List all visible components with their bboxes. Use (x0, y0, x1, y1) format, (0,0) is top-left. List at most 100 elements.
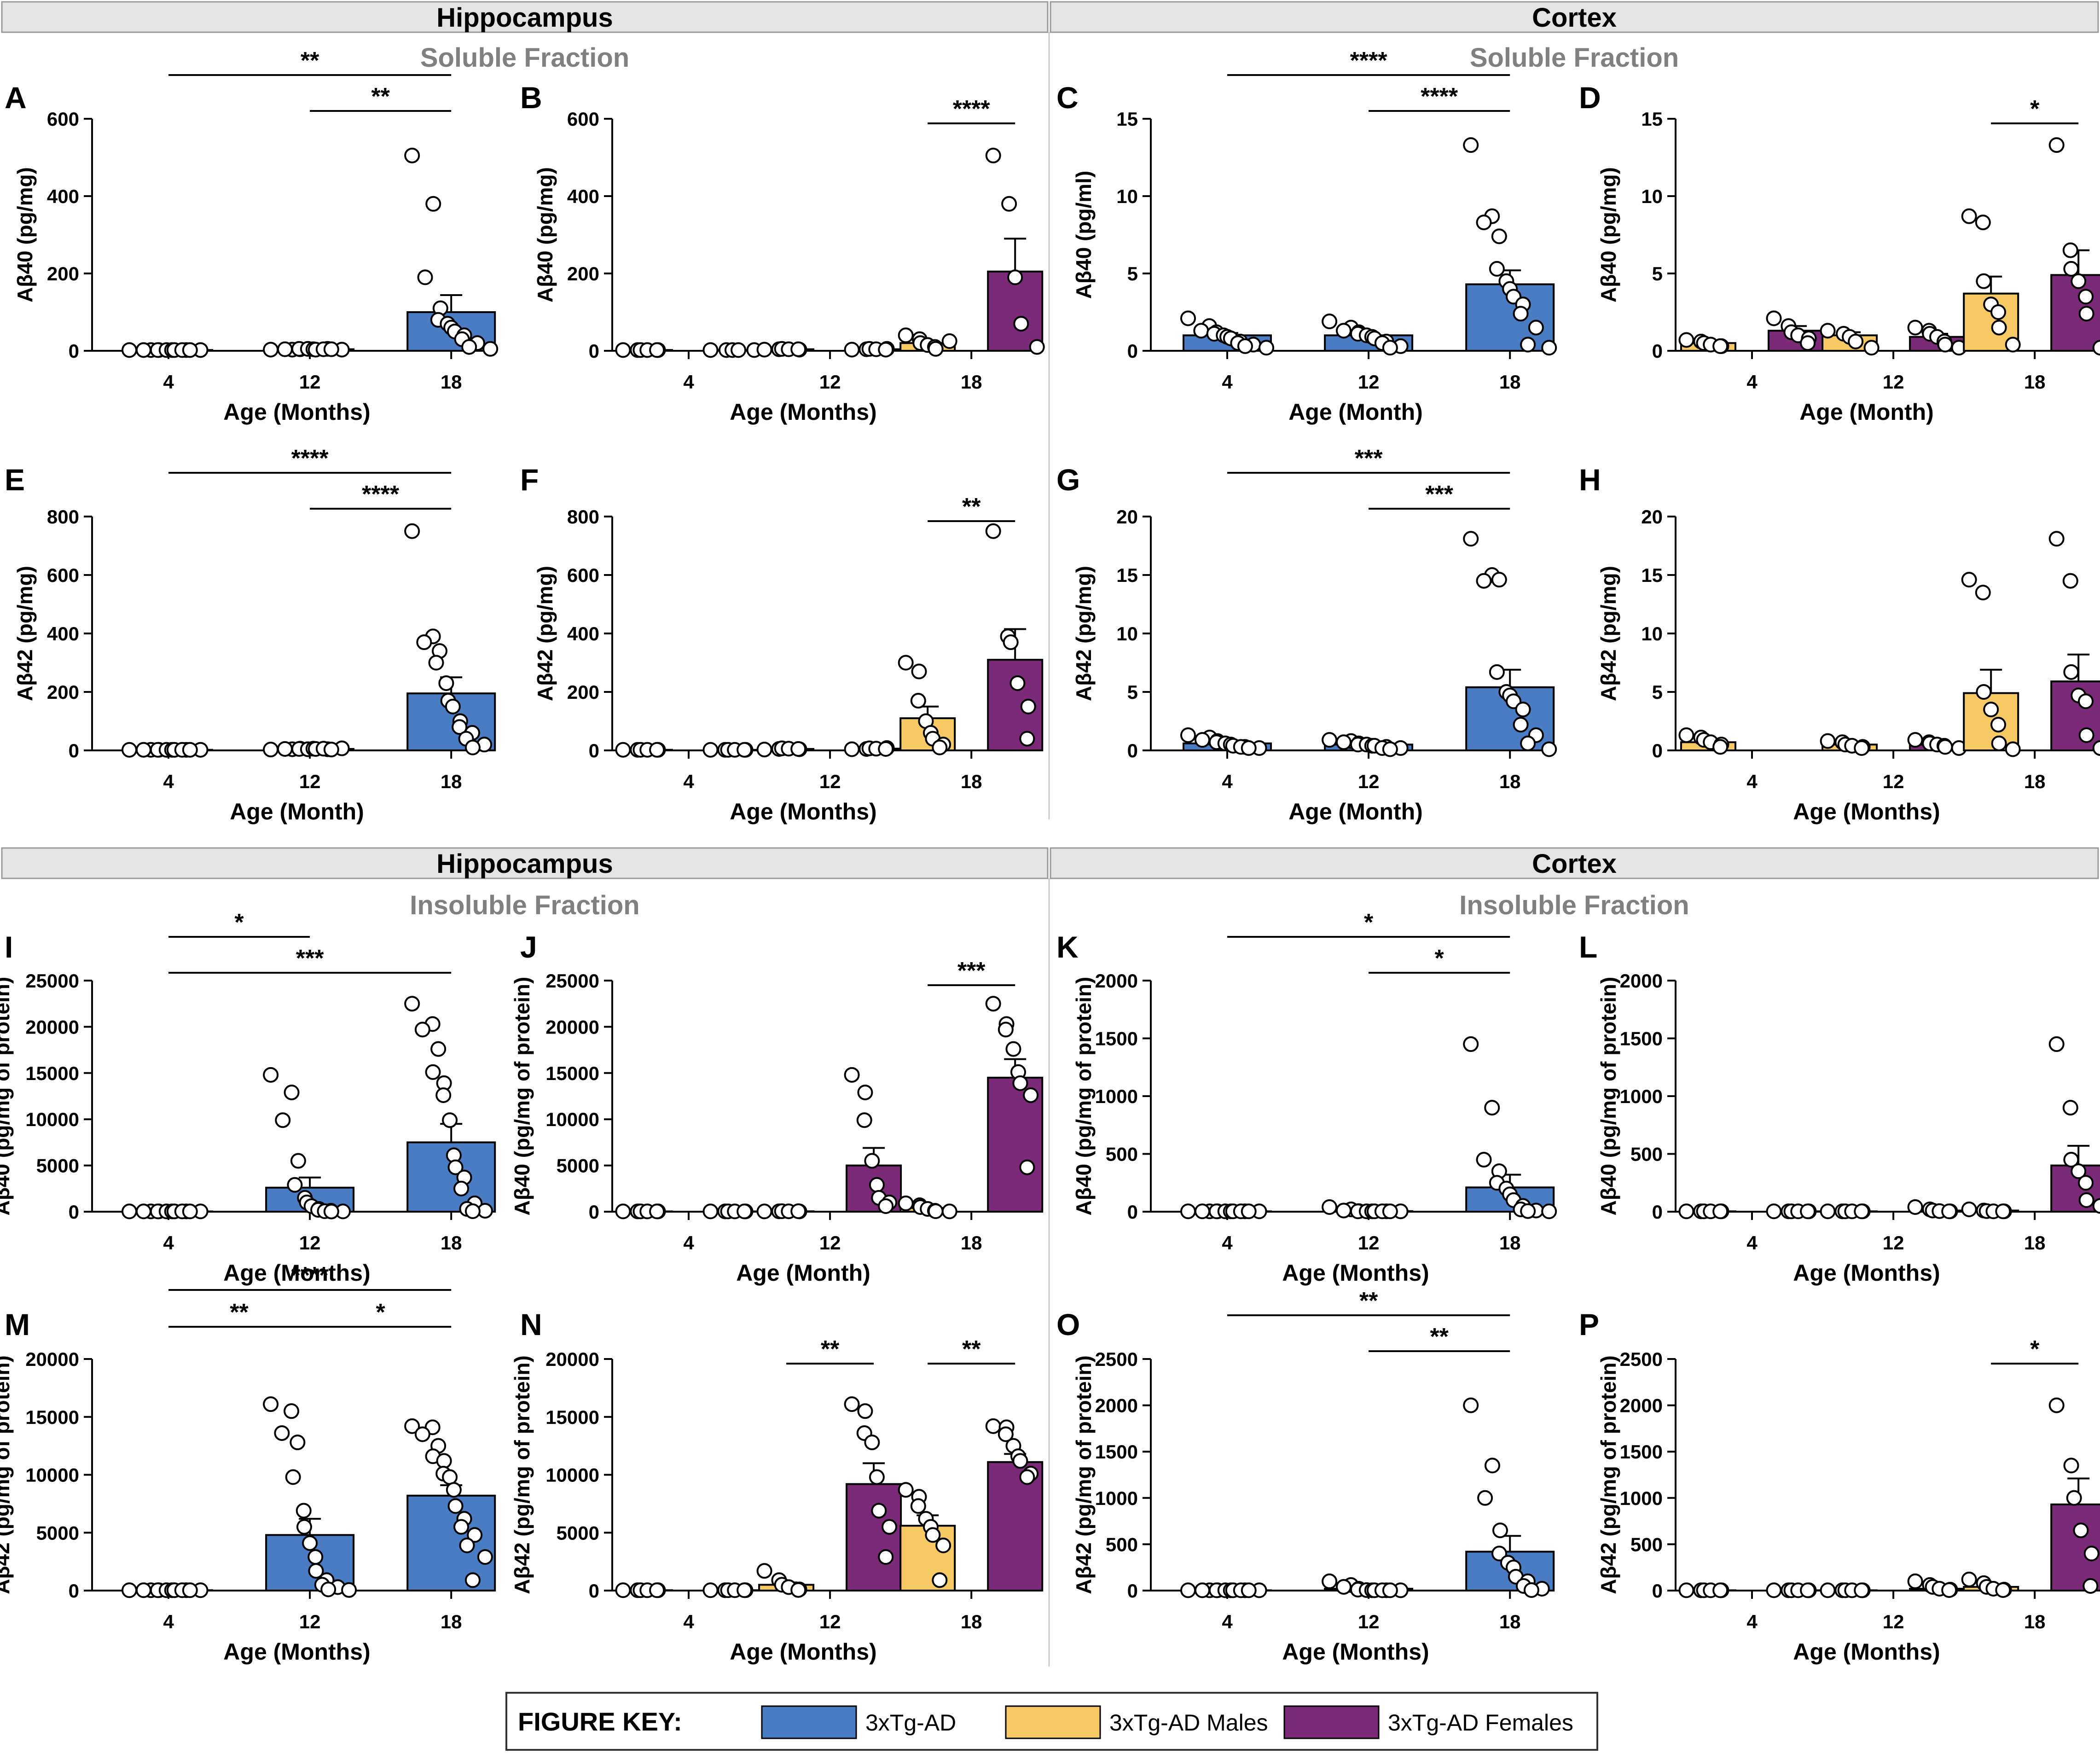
data-point (1863, 340, 1880, 356)
data-point (182, 1203, 198, 1220)
x-axis-label: Age (Months) (1793, 1260, 1940, 1286)
data-point (447, 1159, 464, 1175)
data-point (2092, 1198, 2100, 1214)
data-point (1907, 319, 1923, 336)
data-point (1712, 338, 1729, 354)
y-tick-label: 0 (69, 1201, 79, 1223)
data-point (436, 1453, 452, 1469)
data-point (263, 342, 279, 358)
data-point (1019, 1159, 1035, 1175)
data-point (898, 327, 914, 343)
y-axis-label: Aβ42 (pg/mg) (1072, 566, 1096, 701)
data-point (404, 996, 420, 1012)
data-point (442, 1112, 458, 1128)
data-point (649, 742, 665, 758)
data-point (844, 1396, 860, 1412)
significance-label: **** (1421, 83, 1458, 110)
data-point (2078, 1175, 2094, 1191)
y-tick-label: 20000 (25, 1348, 79, 1370)
data-point (1489, 261, 1505, 277)
data-point (452, 719, 468, 735)
y-tick-label: 15000 (25, 1406, 79, 1428)
data-point (323, 1203, 339, 1220)
data-point (844, 741, 860, 757)
x-axis-label: Age (Months) (1282, 1260, 1429, 1286)
y-tick-label: 5000 (557, 1522, 599, 1544)
x-tick-label: 12 (299, 1611, 321, 1632)
data-point (1678, 1582, 1694, 1598)
data-point (1322, 314, 1338, 330)
data-point (2063, 261, 2079, 277)
data-point (182, 1582, 198, 1598)
data-point (404, 147, 420, 163)
data-point (1322, 732, 1338, 748)
data-point (702, 742, 719, 758)
data-point (2078, 727, 2094, 743)
data-point (1492, 1522, 1508, 1539)
y-tick-label: 15 (1641, 108, 1663, 130)
significance-label: ** (962, 494, 981, 520)
x-tick-label: 18 (2024, 771, 2046, 792)
section-banner-hippocampus-soluble (1, 1, 1049, 33)
x-tick-label: 18 (961, 771, 982, 792)
data-point (453, 1180, 470, 1196)
data-point (1476, 573, 1492, 589)
y-tick-label: 10000 (545, 1109, 599, 1130)
data-point (844, 342, 860, 358)
data-point (941, 333, 957, 349)
data-point (284, 1084, 300, 1100)
x-axis-label: Age (Months) (1793, 1639, 1940, 1665)
data-point (284, 1403, 300, 1419)
y-axis-label: Aβ40 (pg/ml) (1072, 171, 1096, 299)
data-point (737, 1582, 753, 1598)
data-point (1961, 208, 1977, 224)
section-title-cortex-insoluble: Cortex (1532, 849, 1617, 879)
y-tick-label: 2500 (1095, 1348, 1138, 1370)
y-tick-label: 10 (1116, 186, 1138, 207)
data-point (1194, 732, 1210, 748)
significance-label: ** (230, 1299, 249, 1326)
data-point (442, 1469, 458, 1485)
y-tick-label: 0 (589, 740, 599, 761)
data-point (1712, 739, 1729, 755)
y-tick-label: 600 (47, 108, 79, 130)
data-point (935, 1537, 951, 1553)
data-point (414, 1022, 430, 1038)
data-point (182, 342, 198, 358)
data-point (1012, 1453, 1028, 1469)
y-tick-label: 5000 (557, 1155, 599, 1177)
y-tick-label: 0 (69, 1580, 79, 1602)
data-point (447, 1498, 464, 1514)
y-tick-label: 0 (69, 740, 79, 761)
panel-letter: D (1579, 81, 1601, 115)
significance-label: **** (291, 1262, 329, 1289)
data-point (649, 1203, 665, 1220)
y-tick-label: 2500 (1620, 1348, 1663, 1370)
y-tick-label: 400 (47, 623, 79, 645)
significance-label: *** (957, 958, 986, 984)
y-tick-label: 500 (1630, 1533, 1663, 1555)
x-tick-label: 18 (1499, 1611, 1521, 1632)
data-point (878, 1198, 894, 1214)
x-tick-label: 12 (299, 371, 321, 393)
data-point (1820, 323, 1836, 339)
data-point (1520, 735, 1536, 751)
panel-c: C 0 5 10 15 Aβ40 (pg/ml) 4 12 18 Age (Month) **** *… (1056, 47, 1557, 425)
x-tick-label: 4 (1746, 371, 1758, 393)
data-point (296, 1503, 312, 1519)
data-point (1382, 340, 1398, 356)
x-axis-label: Age (Months) (730, 399, 876, 425)
data-point (1995, 1582, 2011, 1598)
significance-label: **** (1350, 47, 1388, 74)
data-point (1976, 684, 1992, 700)
y-axis-label: Aβ40 (pg/mg of protein) (0, 977, 14, 1216)
data-point (438, 675, 454, 691)
data-point (857, 1084, 873, 1100)
significance-label: * (2030, 1336, 2040, 1363)
data-point (1382, 1203, 1398, 1220)
x-tick-label: 4 (163, 771, 174, 792)
data-point (296, 1519, 312, 1535)
data-point (615, 742, 631, 758)
